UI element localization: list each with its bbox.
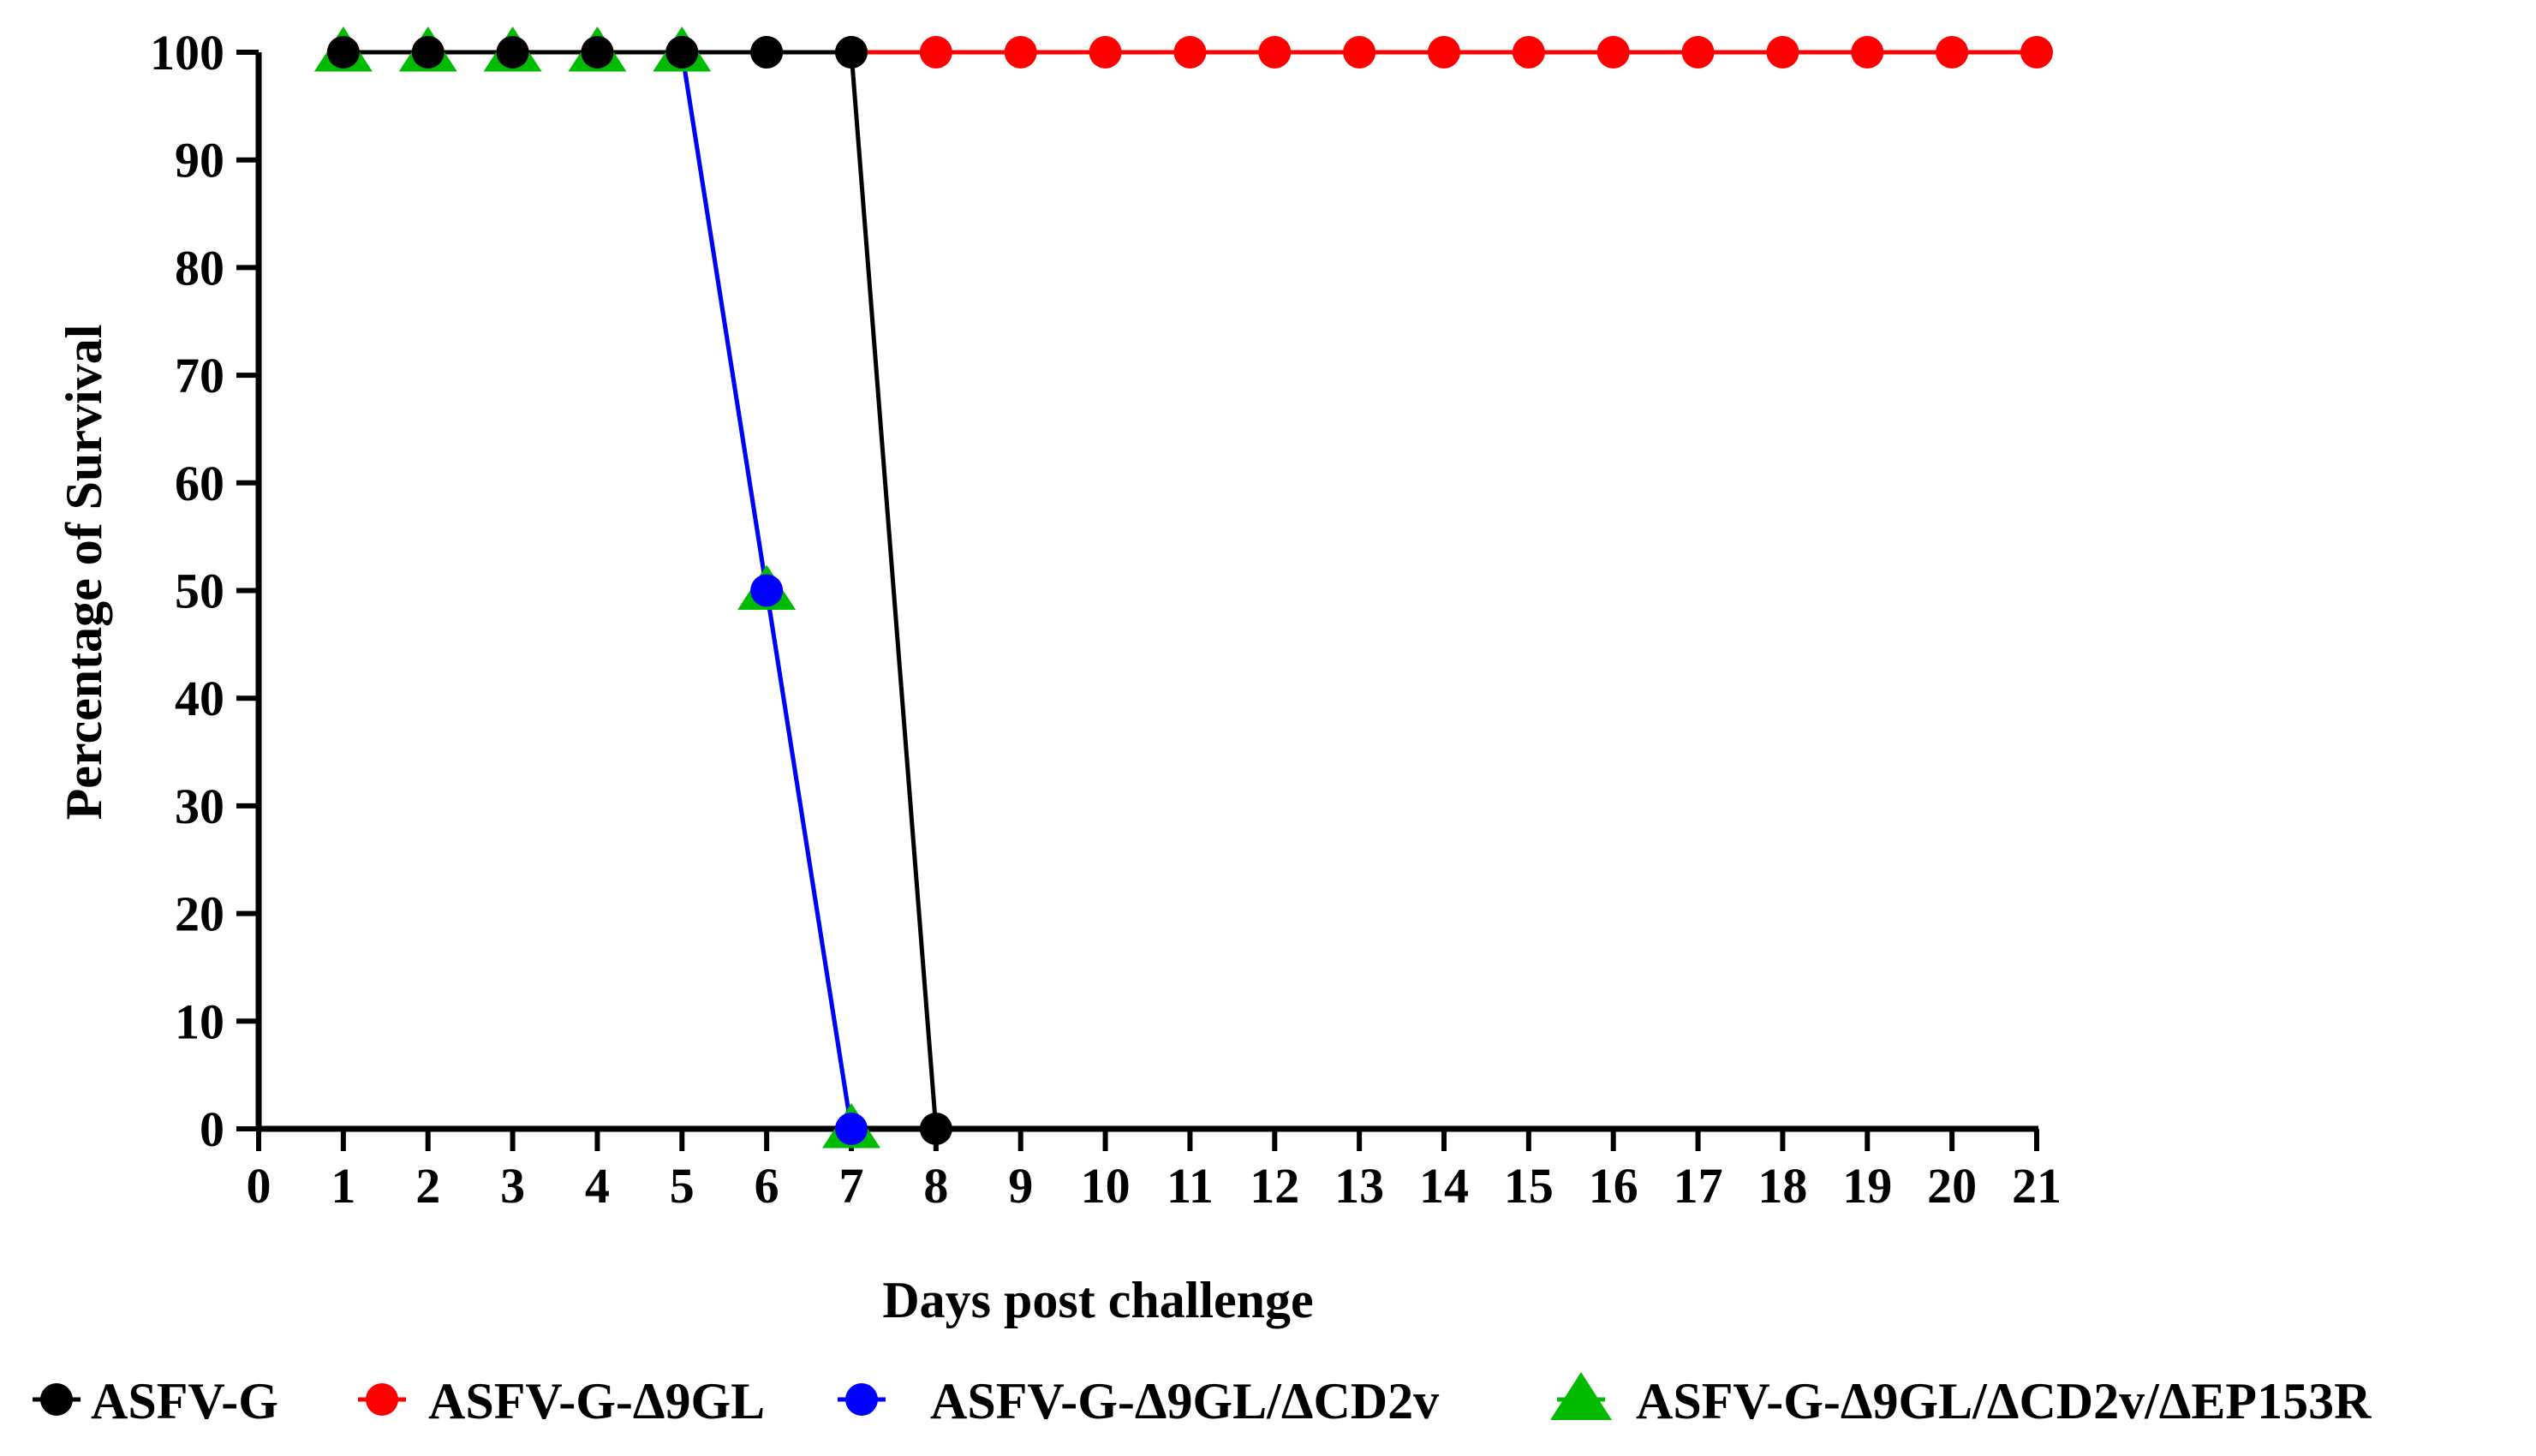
x-tick-label: 20 xyxy=(1927,1158,1977,1214)
y-tick-label: 90 xyxy=(175,133,224,188)
legend-circle-marker xyxy=(40,1383,73,1416)
x-tick-label: 18 xyxy=(1757,1158,1807,1214)
y-tick-label: 60 xyxy=(175,456,224,511)
x-tick-label: 4 xyxy=(585,1158,610,1214)
x-tick-label: 6 xyxy=(755,1158,779,1214)
circle-point xyxy=(581,36,614,69)
circle-point xyxy=(919,36,952,69)
legend-label: ASFV-G xyxy=(91,1373,278,1429)
legend-item: ASFV-G-Δ9GL/ΔCD2v xyxy=(838,1373,1439,1429)
x-tick-label: 19 xyxy=(1842,1158,1892,1214)
y-tick-label: 20 xyxy=(175,886,224,942)
x-axis-title: Days post challenge xyxy=(882,1272,1313,1328)
y-tick-label: 100 xyxy=(150,25,224,81)
x-tick-label: 17 xyxy=(1674,1158,1723,1214)
circle-point xyxy=(496,36,529,69)
circle-point xyxy=(411,36,445,69)
legend: ASFV-G ASFV-G-Δ9GL ASFV-G-Δ9GL/ΔCD2v ASFV-G… xyxy=(33,1372,2372,1429)
legend-label: ASFV-G-Δ9GL xyxy=(428,1373,765,1429)
circle-point xyxy=(1004,36,1037,69)
legend-item: ASFV-G xyxy=(33,1373,278,1429)
x-tick-label: 2 xyxy=(415,1158,440,1214)
circle-point xyxy=(1766,36,1799,69)
axes: 0 1 2 3 4 5 6 7 8 9 10 11 12 13 14 15 16 17 18 19 20 21010203… xyxy=(150,25,2062,1214)
legend-label: ASFV-G-Δ9GL/ΔCD2v/ΔEP153R xyxy=(1636,1373,2372,1429)
x-tick-label: 9 xyxy=(1008,1158,1033,1214)
x-tick-label: 8 xyxy=(923,1158,948,1214)
circle-point xyxy=(1936,36,1969,69)
circle-point xyxy=(1512,36,1545,69)
x-tick-label: 13 xyxy=(1334,1158,1384,1214)
circle-point xyxy=(1681,36,1715,69)
legend-circle-marker xyxy=(845,1383,878,1416)
x-tick-label: 1 xyxy=(331,1158,355,1214)
legend-item: ASFV-G-Δ9GL/ΔCD2v/ΔEP153R xyxy=(1550,1372,2372,1429)
x-tick-label: 10 xyxy=(1081,1158,1131,1214)
x-tick-label: 7 xyxy=(839,1158,864,1214)
y-axis-title: Percentage of Survival xyxy=(56,325,112,820)
circle-point xyxy=(2020,36,2053,69)
circle-point xyxy=(1428,36,1460,69)
y-tick-label: 30 xyxy=(175,779,224,834)
legend-triangle-marker xyxy=(1550,1372,1612,1420)
y-tick-label: 50 xyxy=(175,564,224,619)
x-tick-label: 3 xyxy=(500,1158,525,1214)
circle-point xyxy=(835,1113,868,1145)
legend-circle-marker xyxy=(366,1383,398,1416)
circle-point xyxy=(1343,36,1376,69)
legend-item: ASFV-G-Δ9GL xyxy=(358,1373,765,1429)
markers xyxy=(313,27,2053,1149)
circle-point xyxy=(665,36,699,69)
plot-lines xyxy=(343,50,2037,1130)
x-tick-label: 21 xyxy=(2012,1158,2062,1214)
x-tick-label: 0 xyxy=(247,1158,272,1214)
circle-point xyxy=(1173,36,1207,69)
x-tick-label: 5 xyxy=(670,1158,695,1214)
series-line xyxy=(343,50,939,1130)
circle-point xyxy=(1258,36,1292,69)
circle-point xyxy=(1089,36,1122,69)
y-tick-label: 0 xyxy=(200,1101,224,1157)
x-tick-label: 12 xyxy=(1250,1158,1299,1214)
circle-point xyxy=(750,36,784,69)
legend-label: ASFV-G-Δ9GL/ΔCD2v xyxy=(930,1373,1439,1429)
circle-point xyxy=(1596,36,1630,69)
y-tick-label: 80 xyxy=(175,240,224,295)
circle-point xyxy=(919,1113,952,1145)
x-tick-label: 11 xyxy=(1167,1158,1214,1214)
y-tick-label: 10 xyxy=(175,994,224,1049)
x-tick-label: 14 xyxy=(1419,1158,1469,1214)
circle-point xyxy=(326,36,360,69)
circle-point xyxy=(835,36,868,69)
x-tick-label: 15 xyxy=(1504,1158,1554,1214)
circle-point xyxy=(750,574,784,607)
x-tick-label: 16 xyxy=(1589,1158,1638,1214)
y-tick-label: 70 xyxy=(175,348,224,403)
circle-point xyxy=(1851,36,1884,69)
y-tick-label: 40 xyxy=(175,671,224,726)
